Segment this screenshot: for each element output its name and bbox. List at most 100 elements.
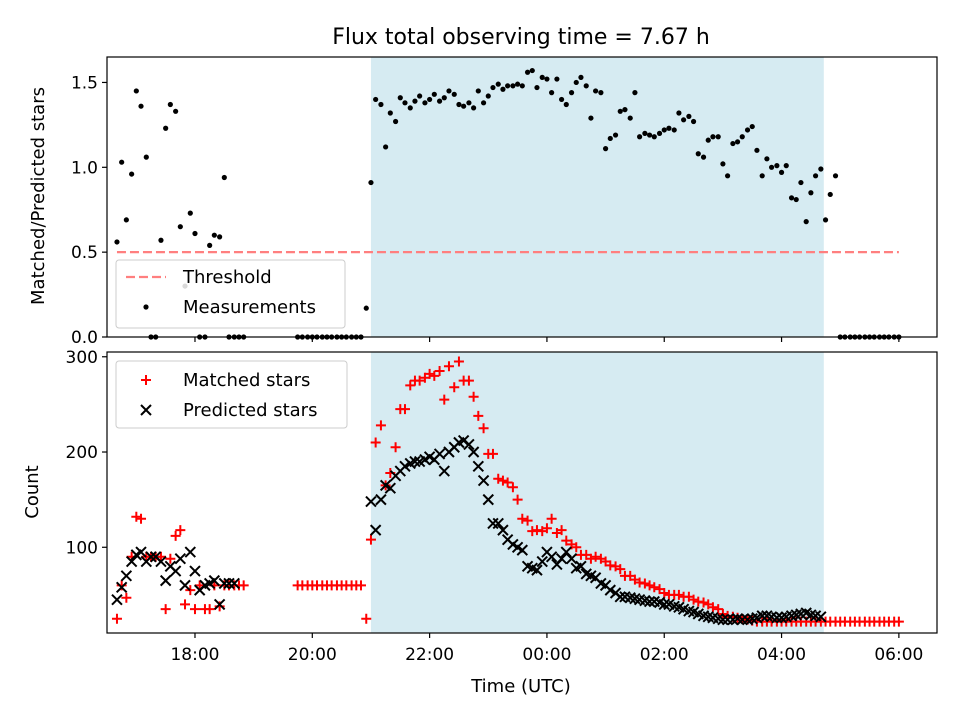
top-measurement-point: [143, 154, 149, 160]
bottom-matched-point: [556, 525, 567, 536]
top-measurement-point: [788, 195, 795, 201]
bottom-matched-point: [365, 534, 376, 545]
legend-measurements-label: Measurements: [183, 297, 316, 318]
top-measurement-point: [495, 81, 501, 87]
bottom-xtick-label: 00:00: [522, 645, 571, 665]
top-measurement-point: [436, 98, 443, 104]
bottom-predicted-point: [472, 460, 485, 473]
top-measurement-point: [759, 173, 765, 179]
top-measurement-point: [749, 123, 755, 130]
bottom-matched-point: [497, 475, 508, 486]
bottom-matched-point: [185, 585, 196, 596]
top-measurement-point: [686, 113, 692, 119]
bottom-matched-point: [487, 448, 498, 459]
top-measurement-point: [764, 156, 770, 162]
bottom-matched-point: [493, 473, 504, 484]
top-measurement-point: [427, 96, 433, 103]
top-measurement-point: [822, 217, 829, 223]
top-measurement-point: [627, 115, 633, 121]
bottom-matched-point: [238, 580, 249, 591]
top-measurement-point: [417, 93, 423, 99]
top-measurement-point: [207, 242, 213, 248]
top-measurement-point: [383, 144, 389, 150]
bottom-series-0: [111, 356, 904, 627]
top-measurement-point: [598, 90, 604, 96]
bottom-predicted-point: [208, 574, 221, 587]
bottom-predicted-point: [169, 565, 182, 577]
bottom-predicted-point: [756, 610, 768, 622]
top-measurement-point: [490, 84, 496, 91]
top-measurement-point: [793, 196, 799, 203]
top-measurement-point: [671, 127, 677, 133]
bottom-matched-point: [517, 513, 528, 524]
top-measurement-point: [734, 139, 741, 145]
top-measurement-point: [583, 83, 589, 89]
top-measurement-point: [407, 105, 413, 111]
top-measurement-point: [818, 166, 824, 172]
bottom-matched-point: [649, 582, 660, 593]
bottom-matched-point: [375, 420, 386, 431]
top-measurement-point: [768, 164, 775, 170]
top-measurement-point: [387, 110, 393, 116]
top-measurement-point: [114, 239, 120, 245]
bottom-matched-point: [165, 553, 176, 564]
top-measurement-point: [480, 100, 487, 106]
bottom-predicted-point: [189, 565, 201, 577]
top-measurement-point: [832, 173, 839, 179]
top-observing-span: [370, 57, 824, 337]
top-measurement-point: [539, 74, 545, 80]
bottom-matched-point: [707, 602, 718, 613]
top-measurement-point: [363, 305, 369, 311]
bottom-matched-point: [512, 494, 523, 505]
top-measurement-point: [622, 107, 628, 113]
bottom-matched-point: [468, 391, 479, 402]
bottom-predicted-point: [369, 524, 382, 536]
bottom-matched-point: [116, 580, 127, 591]
bottom-predicted-point: [575, 560, 587, 573]
legend-matched-swatch: [141, 375, 151, 385]
top-measurement-point: [422, 100, 428, 106]
top-measurement-point: [651, 134, 657, 140]
top-measurement-point: [510, 83, 516, 89]
bottom-predicted-point: [184, 546, 197, 558]
top-ytick-label: 0.5: [71, 243, 98, 263]
top-measurement-point: [529, 67, 535, 74]
bottom-matched-point: [155, 551, 166, 562]
top-measurement-point: [803, 219, 809, 225]
bottom-predicted-point: [815, 611, 827, 623]
top-measurement-point: [368, 179, 374, 186]
bottom-predicted-point: [545, 551, 558, 563]
bottom-matched-point: [131, 511, 142, 522]
top-measurement-point: [133, 88, 139, 94]
bottom-panel: 100 200 300 18:00 20:00 22:00 00:00 02:00 04:00 0…: [66, 348, 938, 665]
top-measurement-point: [690, 118, 697, 125]
bottom-matched-point: [644, 580, 655, 591]
bottom-matched-point: [405, 380, 416, 391]
bottom-matched-point: [561, 535, 572, 546]
bottom-legend: Matched stars Predicted stars: [115, 360, 348, 429]
top-measurement-point: [676, 110, 682, 116]
top-measurement-point: [588, 115, 594, 121]
bottom-xtick-label: 18:00: [170, 645, 219, 665]
bottom-matched-point: [478, 423, 489, 434]
top-measurement-point: [173, 108, 179, 114]
legend-predicted-label: Predicted stars: [183, 400, 317, 421]
top-measurement-point: [123, 217, 129, 223]
bottom-matched-point: [590, 551, 601, 562]
top-measurement-point: [798, 179, 804, 186]
bottom-matched-point: [214, 601, 225, 612]
top-measurement-point: [451, 91, 457, 97]
top-measurement-point: [402, 100, 408, 106]
bottom-observing-span: [370, 352, 824, 633]
bottom-predicted-point: [135, 546, 147, 558]
bottom-matched-point: [194, 580, 205, 591]
top-legend: Threshold Measurements: [115, 259, 346, 329]
top-measurement-point: [637, 134, 643, 140]
top-measurement-point: [724, 173, 731, 179]
bottom-matched-point: [473, 410, 484, 421]
top-measurement-point: [397, 95, 403, 101]
bottom-ytick-label: 300: [66, 348, 98, 368]
bottom-matched-point: [585, 553, 596, 564]
top-measurement-point: [456, 101, 462, 108]
